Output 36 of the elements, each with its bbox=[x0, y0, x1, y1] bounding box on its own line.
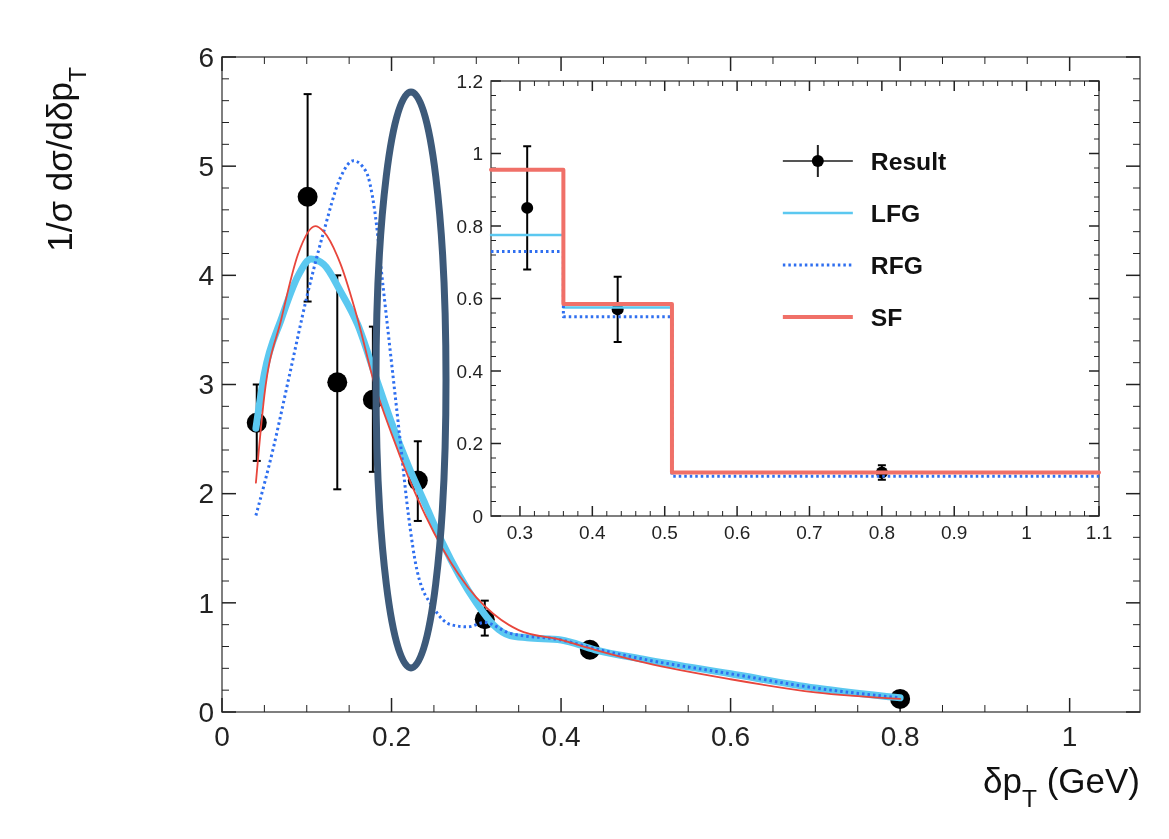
x-tick-label: 0.8 bbox=[880, 720, 920, 752]
y-tick-label: 1 bbox=[198, 587, 214, 619]
y-tick-label: 1.2 bbox=[456, 70, 483, 92]
x-tick-label: 1.1 bbox=[1085, 521, 1113, 543]
x-axis-title: δp$_{T}$ (GeV) bbox=[983, 761, 1140, 812]
x-tick-label: 0.4 bbox=[579, 521, 606, 543]
x-tick-label: 1 bbox=[1061, 720, 1078, 752]
point bbox=[327, 372, 348, 393]
y-tick-label: 0.8 bbox=[456, 215, 483, 237]
y-tick-label: 2 bbox=[198, 478, 214, 510]
x-tick-label: 0.8 bbox=[868, 521, 896, 543]
x-tick-label: 0.9 bbox=[941, 521, 968, 543]
x-tick-label: 0.7 bbox=[796, 521, 823, 543]
y-tick-label: 6 bbox=[198, 41, 214, 73]
y-tick-label: 0.2 bbox=[456, 433, 483, 455]
y-tick-label: 1 bbox=[472, 143, 483, 165]
legend-label: SF bbox=[870, 303, 903, 331]
legend-label: LFG bbox=[870, 199, 921, 227]
x-tick-label: 0.6 bbox=[723, 521, 751, 543]
y-tick-label: 0 bbox=[472, 505, 483, 527]
x-tick-label: 0.3 bbox=[506, 521, 534, 543]
x-tick-label: 1 bbox=[1021, 521, 1032, 543]
y-tick-label: 0.4 bbox=[456, 360, 484, 382]
y-tick-label: 0.6 bbox=[456, 288, 483, 310]
x-tick-label: 0.2 bbox=[372, 720, 411, 752]
x-tick-label: 0.6 bbox=[711, 720, 751, 752]
y-tick-label: 4 bbox=[198, 260, 214, 292]
legend-label: RFG bbox=[870, 251, 923, 279]
y-tick-label: 5 bbox=[198, 150, 214, 182]
x-tick-label: 0.4 bbox=[541, 720, 581, 752]
point bbox=[521, 201, 534, 214]
legend-label: Result bbox=[870, 147, 947, 175]
x-tick-label: 0.5 bbox=[651, 521, 678, 543]
y-tick-label: 3 bbox=[198, 369, 214, 401]
point bbox=[297, 186, 318, 207]
y-tick-label: 0 bbox=[198, 696, 214, 728]
